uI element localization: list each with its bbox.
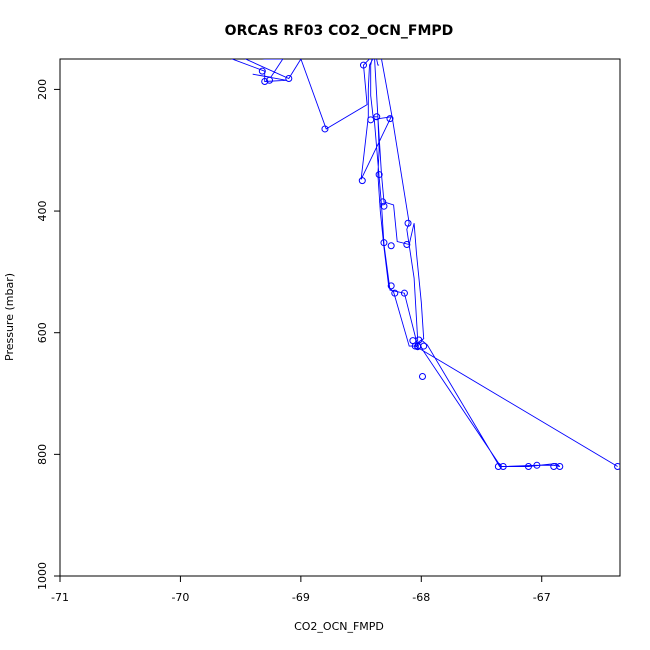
data-point bbox=[400, 289, 408, 297]
x-tick-label: -71 bbox=[51, 591, 69, 604]
data-point bbox=[258, 67, 266, 75]
data-point bbox=[380, 202, 388, 210]
data-point bbox=[358, 177, 366, 185]
data-point bbox=[379, 198, 387, 206]
plot-frame bbox=[59, 58, 621, 577]
data-point bbox=[367, 116, 375, 124]
data-point bbox=[321, 125, 329, 133]
y-tick-label: 1000 bbox=[36, 562, 49, 590]
data-point bbox=[415, 336, 423, 344]
data-point bbox=[556, 463, 564, 471]
data-point bbox=[387, 242, 395, 250]
data-point bbox=[614, 463, 620, 471]
data-point bbox=[403, 241, 411, 249]
x-tick-label: -67 bbox=[533, 591, 551, 604]
data-point bbox=[373, 113, 381, 121]
data-point bbox=[420, 342, 428, 350]
data-point bbox=[533, 461, 541, 469]
x-tick-label: -69 bbox=[292, 591, 310, 604]
data-point bbox=[418, 372, 426, 380]
data-point bbox=[380, 239, 388, 247]
data-point bbox=[359, 61, 367, 69]
y-tick-label: 200 bbox=[36, 79, 49, 100]
x-axis-label: CO2_OCN_FMPD bbox=[294, 620, 384, 633]
y-axis-label: Pressure (mbar) bbox=[3, 273, 16, 361]
y-tick-label: 800 bbox=[36, 444, 49, 465]
data-point bbox=[387, 282, 395, 290]
data-point bbox=[285, 74, 293, 82]
y-axis: 200 400 600 800 1000 bbox=[36, 79, 60, 590]
data-point bbox=[386, 115, 394, 123]
data-point bbox=[524, 463, 532, 471]
data-point bbox=[499, 463, 507, 471]
data-point bbox=[266, 76, 274, 84]
x-tick-label: -70 bbox=[171, 591, 189, 604]
data-point bbox=[494, 463, 502, 471]
data-point bbox=[404, 219, 412, 227]
chart-title: ORCAS RF03 CO2_OCN_FMPD bbox=[225, 23, 454, 39]
x-tick-label: -68 bbox=[412, 591, 430, 604]
data-point bbox=[261, 78, 269, 86]
x-axis: -71 -70 -69 -68 -67 bbox=[51, 576, 551, 604]
data-point bbox=[375, 171, 383, 179]
y-tick-label: 400 bbox=[36, 201, 49, 222]
series-line bbox=[230, 59, 618, 467]
y-tick-label: 600 bbox=[36, 322, 49, 343]
series-layer bbox=[230, 59, 620, 471]
data-point bbox=[391, 289, 399, 297]
